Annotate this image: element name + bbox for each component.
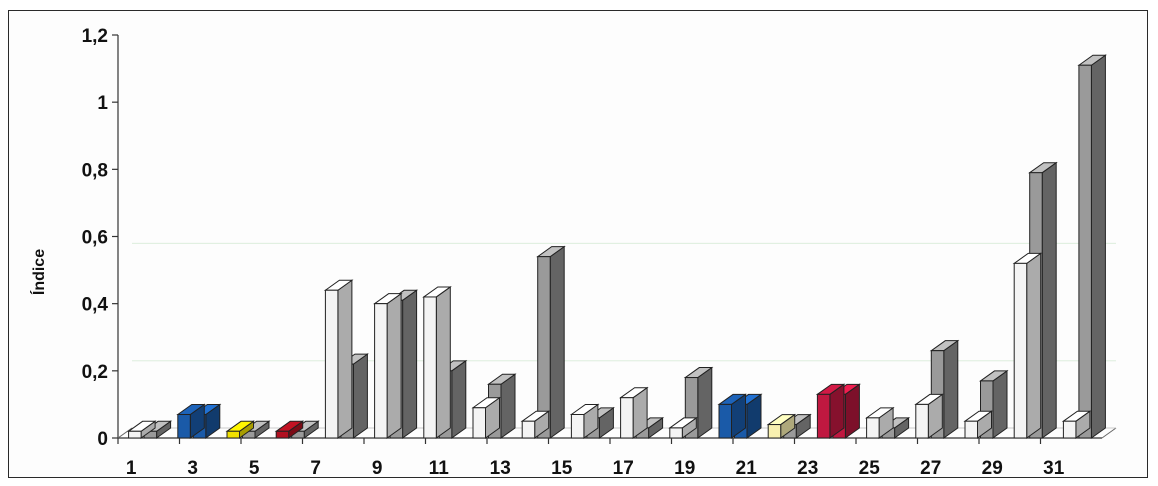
bar-29 (815, 383, 846, 439)
y-tick-label: 0,8 (82, 160, 108, 181)
x-tick-label: 21 (736, 458, 758, 479)
bar-35 (963, 410, 994, 439)
y-tick-label: 0,6 (82, 228, 108, 249)
bar-15-front (472, 407, 486, 439)
bar-9-front (324, 289, 339, 439)
x-tick-label: 9 (372, 458, 383, 479)
bar-39-front (1062, 420, 1077, 439)
bar-40-side (1090, 54, 1106, 439)
bar-21 (619, 386, 649, 439)
bar-37 (1012, 252, 1043, 439)
bar-17 (520, 410, 551, 439)
y-tick-label: 0,2 (82, 362, 108, 383)
x-tick-label: 19 (674, 458, 695, 479)
bar-15 (471, 396, 502, 439)
x-tick-label: 1 (126, 458, 137, 479)
x-tick-label: 25 (859, 458, 881, 479)
bar-37-front (1013, 262, 1028, 439)
x-tick-label: 31 (1043, 458, 1065, 479)
floor-edge (1101, 427, 1117, 439)
bar-31 (865, 406, 895, 439)
y-axis-title: Índice (29, 249, 48, 295)
x-tick-label: 7 (310, 458, 321, 479)
bar-13-side (435, 285, 451, 439)
bar-31-front (866, 417, 880, 439)
y-tick-label: 0 (97, 429, 108, 450)
bar-40 (1077, 54, 1107, 439)
y-tick-label: 1 (97, 93, 108, 114)
bar-5-front (226, 430, 240, 439)
bar-35-front (964, 420, 978, 439)
bar-9 (323, 279, 354, 439)
bar-3 (176, 403, 206, 439)
bar-34-side (943, 339, 959, 439)
bar-23-front (669, 427, 683, 439)
bar-21-front (620, 397, 634, 439)
bar-25 (717, 393, 748, 439)
bar-18-front (537, 256, 551, 439)
bar-11 (373, 292, 403, 439)
bar-11-front (374, 303, 388, 439)
x-tick-label: 23 (797, 458, 818, 479)
bar-19 (569, 403, 600, 439)
bar-39 (1061, 410, 1092, 439)
y-tick-label: 0,4 (82, 295, 109, 316)
bar-25-front (718, 403, 732, 439)
x-tick-label: 5 (249, 458, 260, 479)
bar-13 (422, 285, 452, 439)
bar-16-side (500, 373, 516, 439)
bar-10-side (352, 353, 368, 439)
bar-3-front (177, 413, 191, 439)
bar-37-side (1026, 252, 1042, 439)
bar-9-side (337, 279, 353, 439)
x-tick-label: 13 (490, 458, 511, 479)
floor-edge (117, 427, 133, 439)
bar-12-side (402, 289, 418, 439)
bar-11-side (386, 292, 402, 439)
bar-1-front (128, 430, 142, 439)
bar-7-front (275, 430, 290, 439)
bar-36-side (992, 369, 1008, 439)
x-tick-label: 27 (920, 458, 941, 479)
bar-18-side (549, 245, 565, 439)
bar-17-front (521, 420, 536, 439)
bar-27 (766, 413, 797, 439)
bar-14-side (451, 359, 467, 439)
bar-5 (225, 420, 256, 439)
bar-7 (274, 420, 305, 439)
bar-29-front (816, 393, 831, 439)
bar-19-front (570, 413, 585, 439)
bar-1 (127, 420, 157, 439)
x-tick-label: 11 (429, 458, 450, 479)
y-tick-label: 1,2 (82, 26, 108, 47)
bar-18 (536, 245, 566, 439)
bar-27-front (767, 424, 782, 439)
bar-33-front (915, 403, 929, 439)
bar-24-side (697, 366, 713, 439)
x-tick-label: 29 (982, 458, 1003, 479)
bar-33 (914, 393, 944, 439)
x-tick-label: 15 (551, 458, 573, 479)
bar-38-side (1041, 161, 1057, 439)
x-tick-label: 17 (613, 458, 634, 479)
bar-40-front (1078, 64, 1092, 439)
bar-23 (668, 416, 698, 439)
x-tick-label: 3 (187, 458, 198, 479)
bar-13-front (423, 296, 437, 439)
